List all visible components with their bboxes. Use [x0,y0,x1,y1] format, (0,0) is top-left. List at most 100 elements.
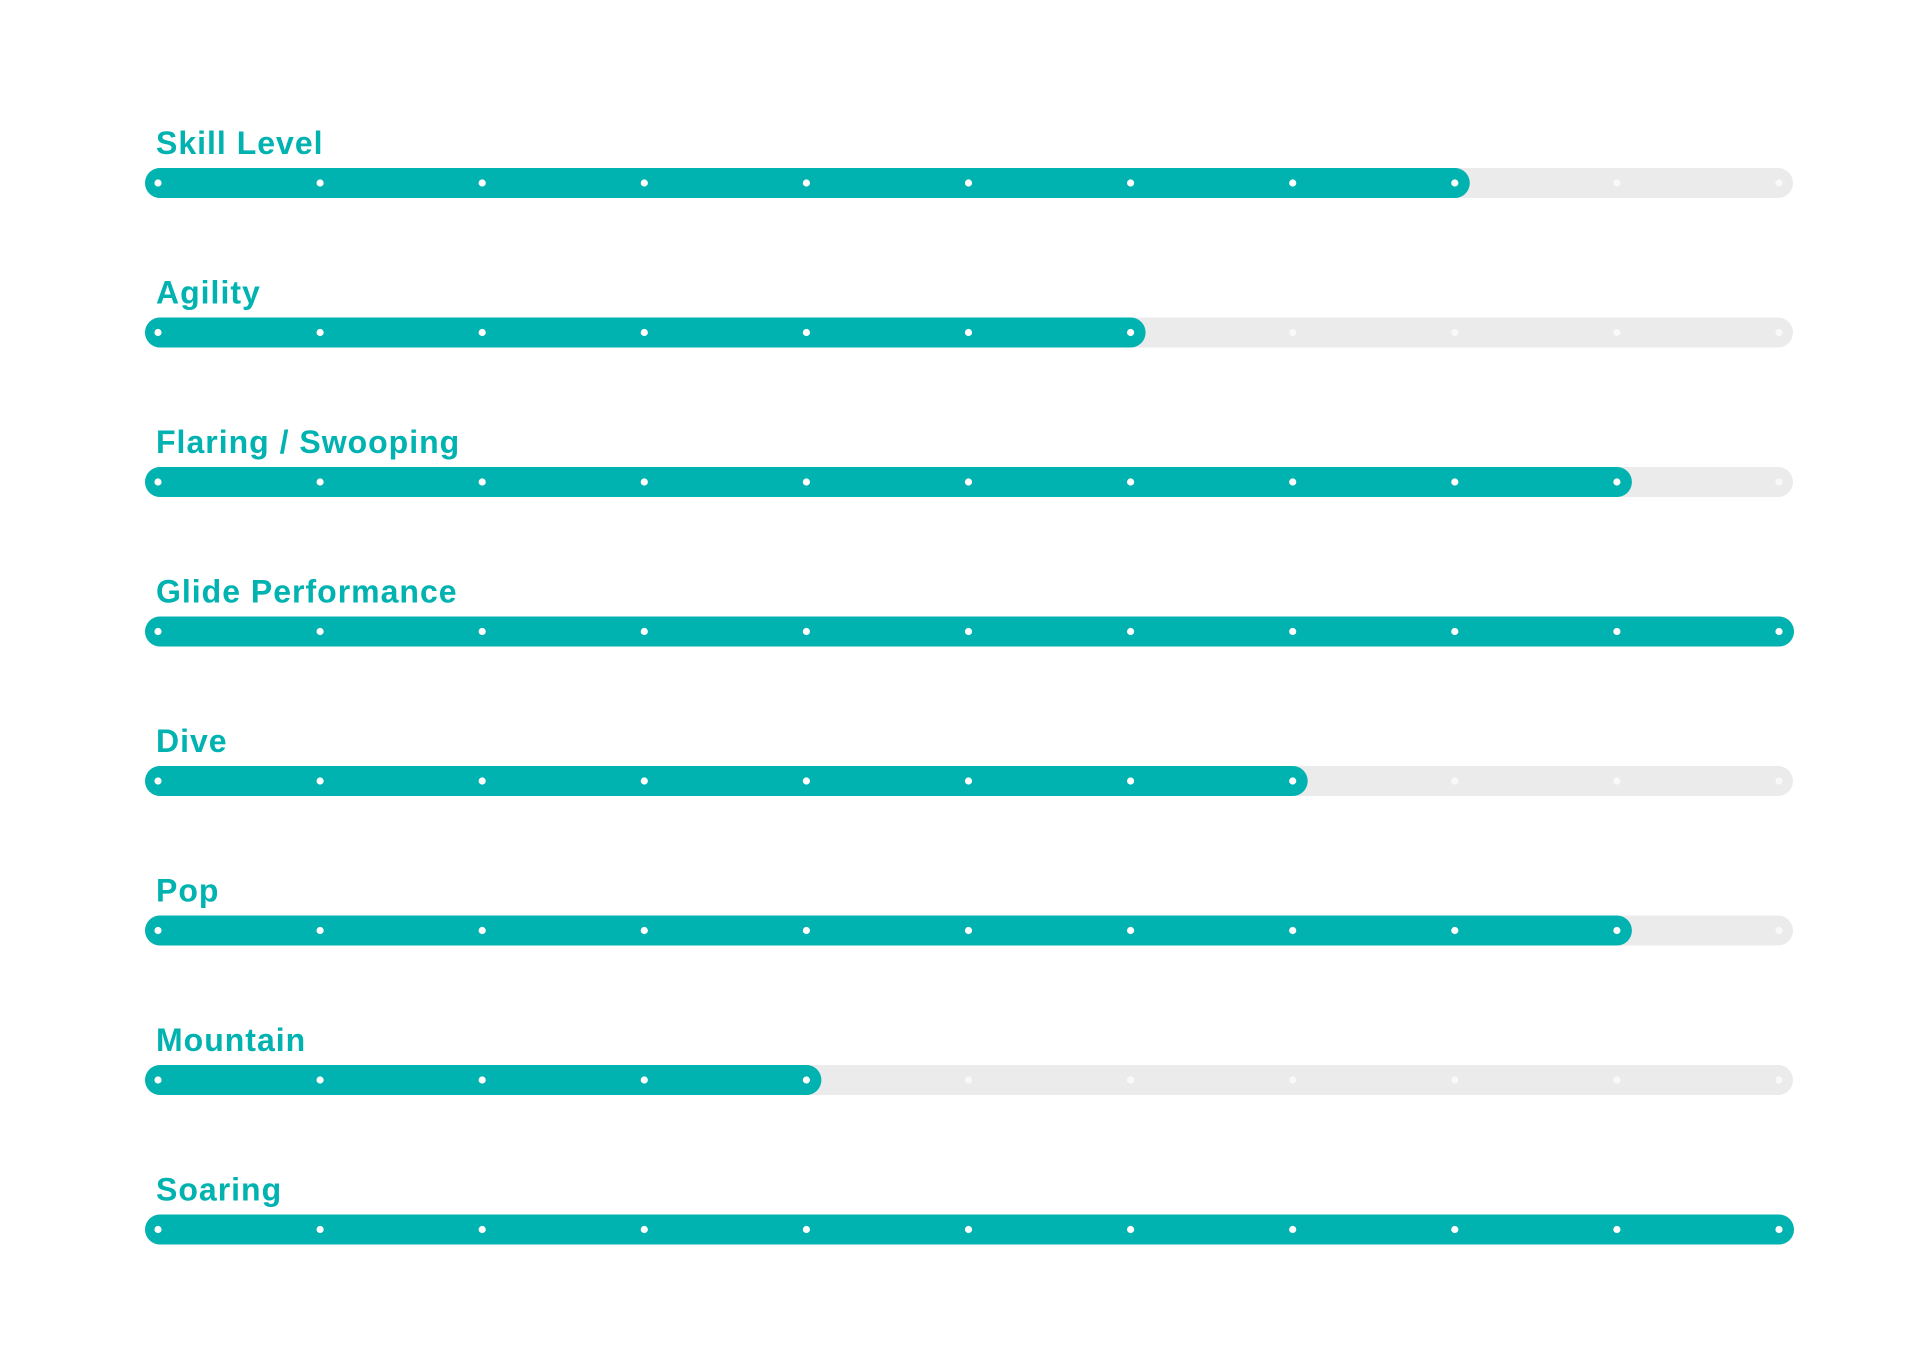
step-dot [1127,1225,1135,1234]
step-dot [1775,777,1783,785]
step-dot [154,179,162,187]
step-dot [1775,1076,1783,1084]
bar-fill [145,915,1632,946]
step-dot [478,777,486,785]
step-dot [964,179,973,187]
step-dot [1451,328,1459,337]
step-dot [1289,478,1297,486]
step-dot [1289,926,1297,935]
step-dot [1451,1076,1459,1084]
step-dot [964,1076,973,1084]
step-dot [1613,926,1621,935]
step-dot [1127,627,1135,636]
step-dot [1613,627,1621,636]
step-dot [154,1225,162,1234]
step-dot [154,926,162,935]
category-label: Dive [156,723,228,759]
step-dot [478,926,486,935]
step-dot [802,777,811,785]
step-dot [1613,777,1621,785]
step-dot [316,478,324,486]
step-dot [1775,478,1783,486]
step-dot [964,777,973,785]
category-label: Glide Performance [156,574,458,610]
step-dot [640,179,648,187]
step-dot [640,1076,648,1084]
step-dot [1289,1225,1297,1234]
step-dot [640,1225,648,1234]
step-dot [1613,478,1621,486]
step-dot [640,926,648,935]
step-dot [1775,627,1783,636]
step-dot [1127,328,1135,337]
bar-fill [145,467,1632,497]
step-dot [1127,777,1135,785]
step-dot [802,478,811,486]
step-dot [316,926,324,935]
step-dot [316,328,324,337]
step-dot [154,777,162,785]
step-dot [478,1225,486,1234]
category-label: Soaring [156,1172,282,1208]
step-dot [1775,179,1783,187]
step-dot [964,627,973,636]
step-dot [1289,328,1297,337]
step-dot [316,1225,324,1234]
step-dot [478,328,486,337]
step-dot [1289,777,1297,785]
category-label: Flaring / Swooping [156,424,460,460]
step-dot [1613,179,1621,187]
step-dot [478,1076,486,1084]
step-dot [640,777,648,785]
step-dot [802,328,811,337]
step-dot [154,328,162,337]
step-dot [802,1225,811,1234]
step-dot [802,627,811,636]
step-dot [1289,627,1297,636]
bar-fill [145,766,1308,796]
step-dot [154,478,162,486]
step-dot [640,627,648,636]
step-dot [1775,926,1783,935]
category-label: Skill Level [156,125,324,161]
step-dot [1613,1225,1621,1234]
step-dot [1451,1225,1459,1234]
step-dot [1127,926,1135,935]
step-dot [154,627,162,636]
step-dot [640,478,648,486]
step-dot [1127,478,1135,486]
category-label: Agility [156,275,261,311]
step-dot [316,1076,324,1084]
step-dot [1451,179,1459,187]
step-dot [1127,179,1135,187]
step-dot [1451,777,1459,785]
step-dot [478,179,486,187]
step-dot [964,926,973,935]
step-dot [802,179,811,187]
step-dot [1289,1076,1297,1084]
step-dot [1289,179,1297,187]
step-dot [316,179,324,187]
step-dot [964,328,973,337]
step-dot [964,478,973,486]
category-label: Mountain [156,1022,306,1058]
step-dot [1451,926,1459,935]
step-dot [478,478,486,486]
step-dot [1775,328,1783,337]
category-label: Pop [156,873,219,909]
step-dot [1775,1225,1783,1234]
step-dot [316,777,324,785]
step-dot [964,1225,973,1234]
step-dot [1451,627,1459,636]
step-dot [802,1076,811,1084]
step-dot [1613,1076,1621,1084]
step-dot [640,328,648,337]
step-dot [1127,1076,1135,1084]
step-dot [478,627,486,636]
step-dot [154,1076,162,1084]
step-dot [1613,328,1621,337]
step-dot [316,627,324,636]
step-dot [802,926,811,935]
